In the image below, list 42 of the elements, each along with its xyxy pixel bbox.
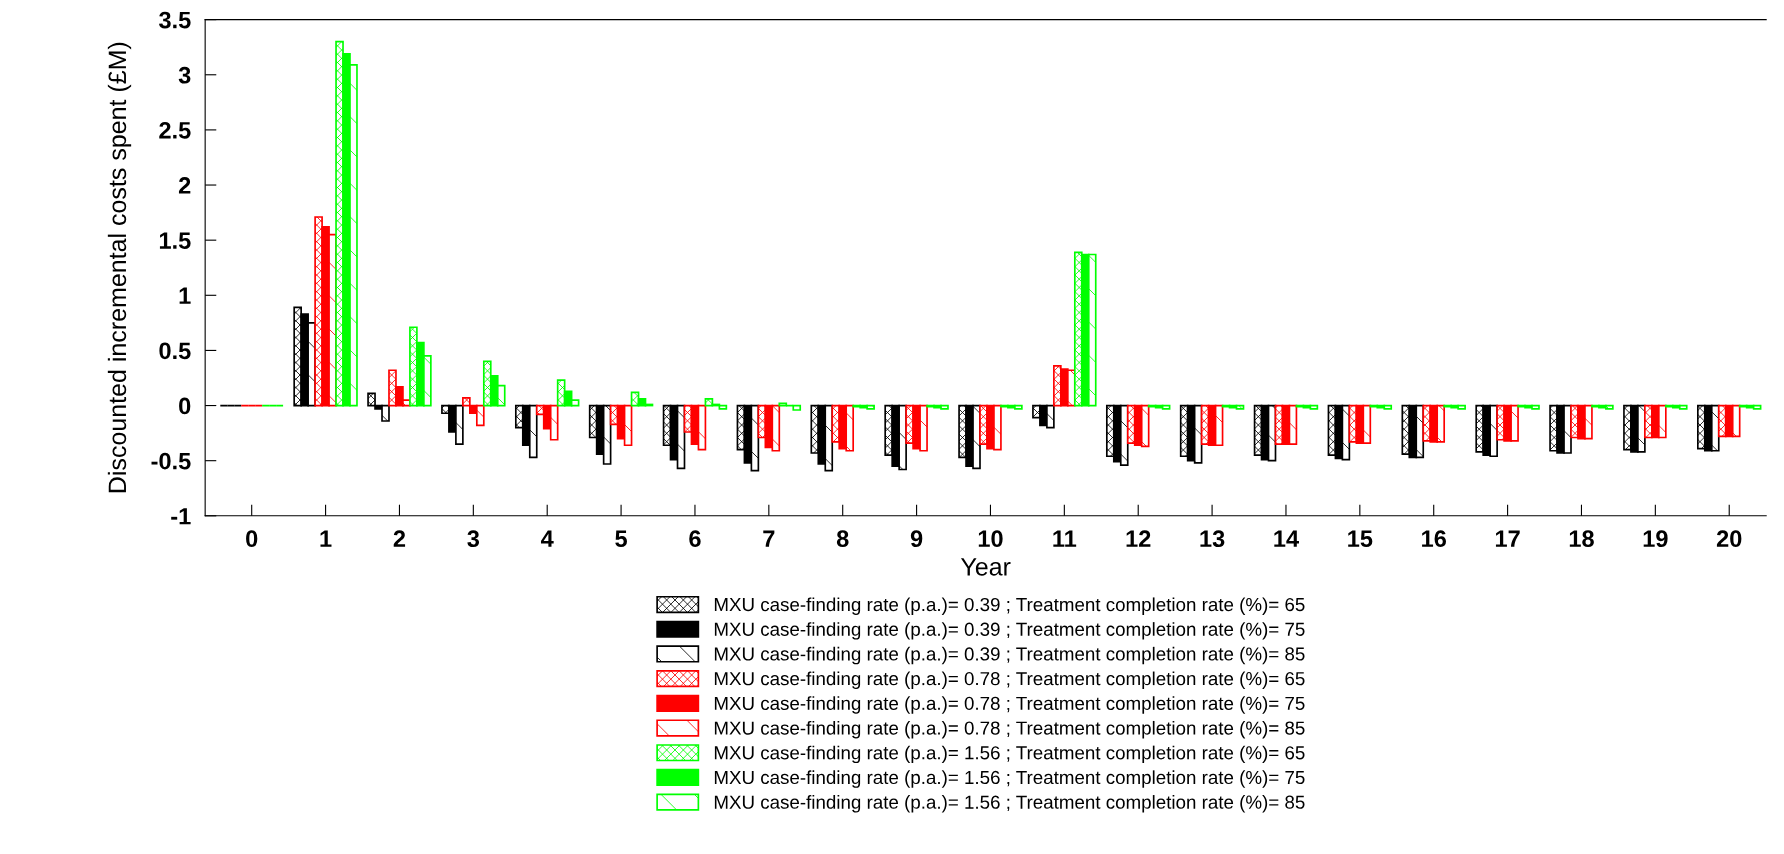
y-tick-label: 0.5: [159, 342, 191, 360]
x-tick-label: 8: [836, 530, 849, 548]
legend-label: MXU case-finding rate (p.a.)= 0.39 ; Treatment completion rate (%)= 75: [714, 622, 1305, 640]
x-tick-label: 0: [246, 530, 258, 548]
x-tick-label: 12: [1126, 530, 1151, 547]
y-tick-label: -1: [171, 508, 191, 525]
legend-label: MXU case-finding rate (p.a.)= 0.39 ; Treatment completion rate (%)= 85: [714, 646, 1305, 665]
legend-label: MXU case-finding rate (p.a.)= 0.39 ; Treatment completion rate (%)= 65: [714, 597, 1305, 615]
x-axis-title: Year: [960, 558, 1011, 576]
legend-label: MXU case-finding rate (p.a.)= 0.78 ; Treatment completion rate (%)= 85: [714, 720, 1305, 739]
y-tick-label: 2.5: [159, 121, 191, 139]
y-tick-label: 1.5: [159, 232, 191, 249]
y-axis-title: Discounted incremental costs spent (£M): [107, 42, 132, 493]
x-tick-label: 16: [1422, 530, 1446, 548]
x-tick-label: 14: [1274, 530, 1299, 547]
y-tick-label: 3.5: [158, 11, 191, 29]
x-tick-label: 19: [1643, 530, 1668, 548]
x-tick-label: 7: [763, 530, 775, 547]
x-tick-label: 5: [615, 530, 627, 548]
x-tick-label: 10: [978, 530, 1003, 548]
x-tick-label: 18: [1569, 530, 1594, 548]
x-tick-label: 17: [1495, 530, 1520, 547]
y-tick-label: 0: [179, 397, 191, 415]
legend-label: MXU case-finding rate (p.a.)= 1.56 ; Treatment completion rate (%)= 85: [714, 795, 1305, 813]
legend-label: MXU case-finding rate (p.a.)= 1.56 ; Treatment completion rate (%)= 65: [714, 745, 1305, 764]
x-tick-label: 20: [1716, 530, 1742, 548]
x-tick-label: 2: [393, 530, 406, 547]
x-tick-label: 9: [910, 530, 923, 548]
y-tick-label: 1: [179, 287, 191, 304]
legend-label: MXU case-finding rate (p.a.)= 0.78 ; Treatment completion rate (%)= 75: [714, 696, 1305, 714]
legend-label: MXU case-finding rate (p.a.)= 0.78 ; Treatment completion rate (%)= 65: [714, 671, 1305, 690]
x-tick-label: 11: [1053, 530, 1077, 547]
x-tick-label: 15: [1348, 530, 1373, 548]
x-tick-label: 4: [541, 530, 554, 547]
y-tick-label: 3: [178, 66, 191, 84]
x-tick-label: 6: [689, 530, 701, 548]
legend-label: MXU case-finding rate (p.a.)= 1.56 ; Treatment completion rate (%)= 75: [714, 770, 1305, 788]
x-tick-label: 1: [320, 530, 332, 547]
y-tick-label: -0.5: [151, 452, 191, 470]
y-tick-label: 2: [178, 177, 191, 194]
x-tick-label: 13: [1200, 530, 1225, 548]
x-tick-label: 3: [467, 530, 480, 548]
